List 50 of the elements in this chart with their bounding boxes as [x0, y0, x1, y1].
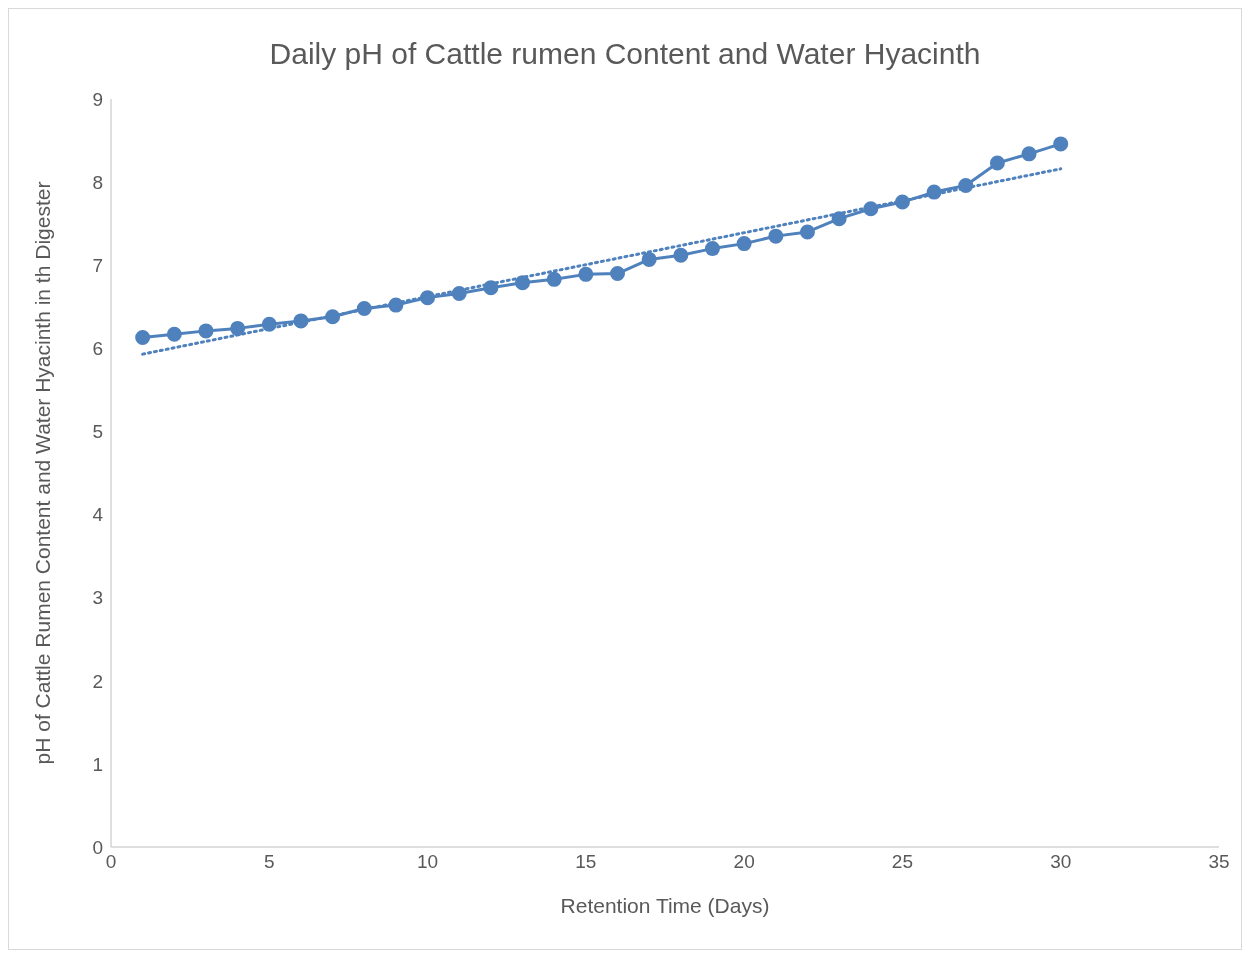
point	[356, 300, 372, 316]
point	[863, 201, 879, 217]
point	[1021, 146, 1037, 162]
point	[736, 236, 752, 252]
point	[451, 285, 467, 301]
point	[673, 247, 689, 263]
point	[325, 309, 341, 325]
point	[641, 251, 657, 267]
point	[230, 320, 246, 336]
point	[135, 330, 151, 346]
x-tick-label: 20	[733, 851, 755, 873]
x-axis-title: Retention Time (Days)	[560, 894, 770, 917]
x-tick-label: 15	[575, 851, 597, 873]
y-tick-label: 6	[92, 338, 103, 360]
x-tick-label: 5	[264, 851, 275, 873]
y-tick-label: 7	[92, 254, 103, 276]
point	[578, 266, 594, 282]
point	[166, 326, 182, 342]
point	[831, 211, 847, 227]
y-tick-label: 0	[92, 836, 103, 858]
point	[799, 224, 815, 240]
point	[958, 177, 974, 193]
y-tick-label: 9	[92, 88, 103, 110]
point	[610, 266, 626, 282]
x-tick-label: 30	[1050, 851, 1072, 873]
point	[546, 271, 562, 287]
y-tick-label: 4	[92, 504, 104, 526]
point	[926, 184, 942, 200]
point	[989, 155, 1005, 171]
y-tick-label: 8	[92, 171, 103, 193]
y-tick-label: 5	[92, 421, 103, 443]
point	[293, 313, 309, 329]
point	[198, 323, 214, 339]
point	[894, 194, 910, 210]
point	[261, 316, 277, 332]
point	[704, 241, 720, 257]
point	[515, 275, 531, 291]
point	[388, 297, 404, 313]
y-tick-label: 3	[92, 587, 103, 609]
y-axis-title: pH of Cattle Rumen Content and Water Hyacinth in th Digester	[31, 181, 55, 765]
point	[420, 290, 436, 306]
point	[768, 228, 784, 244]
point	[1053, 136, 1069, 152]
point	[483, 280, 499, 296]
x-tick-label: 10	[417, 851, 439, 873]
chart-title: Daily pH of Cattle rumen Content and Water Hyacinth	[268, 36, 982, 72]
y-tick-label: 2	[92, 670, 103, 692]
x-tick-label: 25	[891, 851, 913, 873]
x-tick-label: 35	[1208, 851, 1230, 873]
y-tick-label: 1	[92, 753, 103, 775]
